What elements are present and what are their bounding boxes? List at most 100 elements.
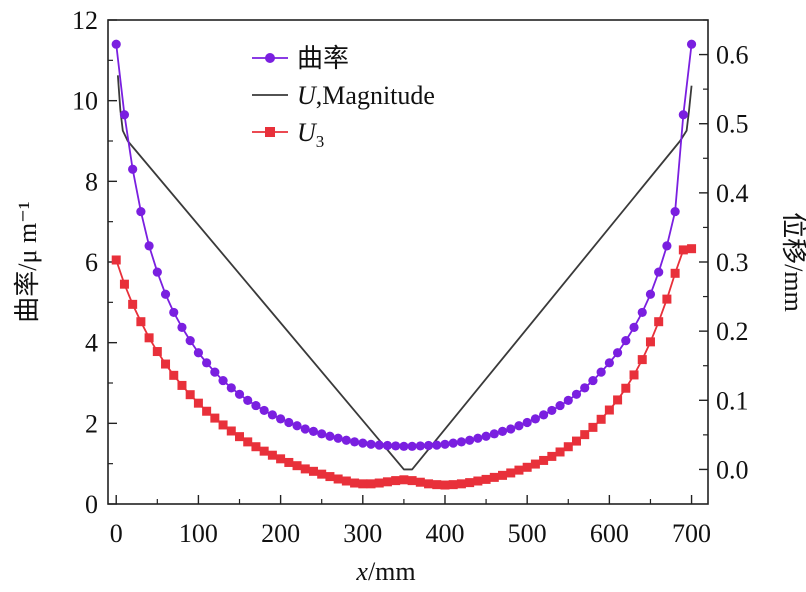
data-point-u3	[259, 446, 269, 456]
right-y-tick-label: 0.1	[716, 386, 749, 415]
data-point-u3	[604, 405, 614, 415]
data-point-u3	[374, 478, 384, 488]
data-point-curvature	[374, 440, 384, 450]
data-point-curvature	[119, 110, 130, 120]
data-point-u3	[169, 370, 179, 380]
data-point-u3	[284, 457, 294, 467]
left-y-tick-label: 0	[85, 490, 98, 519]
data-point-u3	[678, 245, 688, 255]
data-point-curvature	[637, 307, 647, 318]
data-point-u3	[119, 279, 129, 289]
x-tick-label: 200	[261, 519, 300, 548]
x-tick-label: 600	[590, 519, 629, 548]
data-point-u3	[382, 477, 392, 487]
data-point-curvature	[300, 424, 310, 434]
data-point-u3	[218, 420, 228, 430]
data-point-u3	[440, 480, 450, 490]
data-point-curvature	[481, 431, 491, 441]
data-point-curvature	[596, 367, 606, 377]
data-point-curvature	[333, 433, 343, 443]
data-point-u3	[432, 480, 442, 490]
legend-label-u3: U3	[297, 118, 324, 151]
data-point-u3	[300, 464, 310, 474]
data-point-curvature	[284, 417, 294, 428]
legend-label-magnitude-rest: ,Magnitude	[316, 81, 435, 110]
data-point-u3	[662, 294, 672, 304]
right-y-tick-label: 0.2	[716, 317, 749, 346]
data-point-curvature	[202, 358, 212, 368]
data-point-u3	[588, 422, 598, 432]
data-point-curvature	[686, 39, 697, 49]
data-point-curvature	[473, 433, 483, 443]
data-point-curvature	[547, 405, 557, 416]
data-point-curvature	[604, 358, 614, 368]
data-point-curvature	[308, 426, 319, 436]
left-y-tick-label: 6	[85, 248, 98, 277]
data-point-u3	[399, 475, 409, 485]
data-point-curvature	[234, 389, 245, 399]
data-point-curvature	[489, 429, 499, 439]
data-point-u3	[424, 479, 434, 489]
data-point-curvature	[530, 414, 540, 424]
data-point-u3	[448, 480, 458, 490]
x-tick-label: 300	[343, 519, 382, 548]
data-point-u3	[185, 390, 195, 400]
data-point-curvature	[612, 348, 623, 358]
data-point-curvature	[193, 348, 204, 358]
data-point-curvature	[423, 440, 434, 451]
x-tick-label: 0	[110, 519, 123, 548]
data-point-u3	[202, 406, 212, 416]
data-point-u3	[243, 437, 253, 447]
legend-label-u3-sub: 3	[316, 132, 325, 151]
data-point-curvature	[382, 440, 393, 451]
right-y-tick-label: 0.4	[716, 179, 749, 208]
data-point-curvature	[654, 267, 664, 277]
data-point-u3	[251, 442, 261, 452]
data-point-u3	[317, 469, 327, 479]
data-point-curvature	[391, 441, 401, 451]
legend-item-curvature: 曲率	[252, 44, 349, 73]
x-axis-label: x/mm	[355, 557, 415, 586]
data-point-curvature	[456, 437, 467, 447]
data-point-curvature	[678, 110, 688, 120]
data-point-curvature	[325, 431, 335, 441]
data-point-u3	[292, 461, 302, 471]
data-point-curvature	[539, 410, 549, 420]
data-point-curvature	[317, 429, 327, 439]
data-point-curvature	[522, 417, 532, 428]
data-point-u3	[596, 414, 606, 424]
right-y-tick-label: 0.6	[716, 41, 749, 70]
data-point-u3	[177, 380, 187, 390]
data-point-u3	[415, 477, 425, 487]
data-point-curvature	[399, 441, 409, 451]
x-tick-label: 100	[179, 519, 218, 548]
legend-item-u3: U3	[252, 118, 324, 151]
data-point-curvature	[506, 424, 516, 434]
data-point-curvature	[144, 241, 154, 251]
left-y-axis-label: 曲率/μ m⁻¹	[13, 201, 42, 322]
legend-label-magnitude-var: U	[297, 81, 318, 110]
left-y-tick-label: 2	[85, 409, 98, 438]
data-point-curvature	[432, 440, 442, 450]
data-point-curvature	[136, 206, 146, 217]
data-point-curvature	[621, 336, 631, 346]
x-axis-label-variable: x	[355, 557, 368, 586]
legend-label-u3-var: U	[297, 118, 318, 147]
data-point-curvature	[440, 439, 450, 449]
data-point-curvature	[497, 426, 508, 436]
data-point-u3	[670, 268, 680, 278]
x-axis: 0 100 200 300 400 500 600 700	[110, 495, 711, 548]
data-point-u3	[687, 244, 697, 254]
data-point-u3	[341, 476, 351, 486]
data-point-u3	[530, 459, 540, 469]
data-point-u3	[325, 472, 335, 482]
data-point-curvature	[341, 435, 351, 445]
data-point-u3	[210, 413, 220, 423]
data-point-u3	[111, 255, 121, 265]
data-point-curvature	[555, 400, 565, 411]
data-point-curvature	[177, 322, 187, 332]
data-point-u3	[547, 451, 557, 461]
data-point-curvature	[407, 441, 417, 451]
data-point-u3	[308, 466, 318, 476]
data-point-u3	[350, 478, 360, 488]
